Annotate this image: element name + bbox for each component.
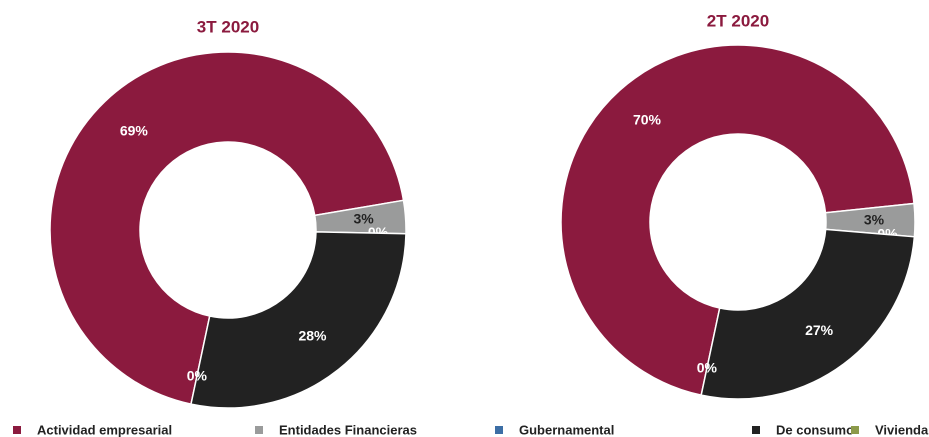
legend-label: Entidades Financieras — [279, 422, 417, 437]
value-label: 3% — [864, 211, 885, 227]
legend-swatch — [13, 426, 21, 434]
legend-label: Actividad empresarial — [37, 422, 172, 437]
value-label: 3% — [354, 211, 375, 227]
value-label: 27% — [805, 322, 834, 338]
value-label: 0% — [697, 359, 718, 375]
legend-label: Gubernamental — [519, 422, 614, 437]
chart-title: 2T 2020 — [707, 11, 769, 30]
value-label: 0% — [187, 367, 208, 383]
legend-swatch — [255, 426, 263, 434]
legend-swatch — [495, 426, 503, 434]
slice — [190, 231, 407, 409]
value-label: 70% — [633, 112, 662, 128]
value-label: 28% — [298, 327, 327, 343]
slice — [560, 44, 915, 397]
legend-swatch — [752, 426, 760, 434]
chart-title: 3T 2020 — [197, 17, 259, 36]
legend-swatch — [851, 426, 859, 434]
slice — [700, 228, 916, 400]
slice — [49, 51, 405, 406]
legend-label: Vivienda — [875, 422, 929, 437]
value-label: 69% — [120, 123, 149, 139]
legend-label: De consumo — [776, 422, 854, 437]
